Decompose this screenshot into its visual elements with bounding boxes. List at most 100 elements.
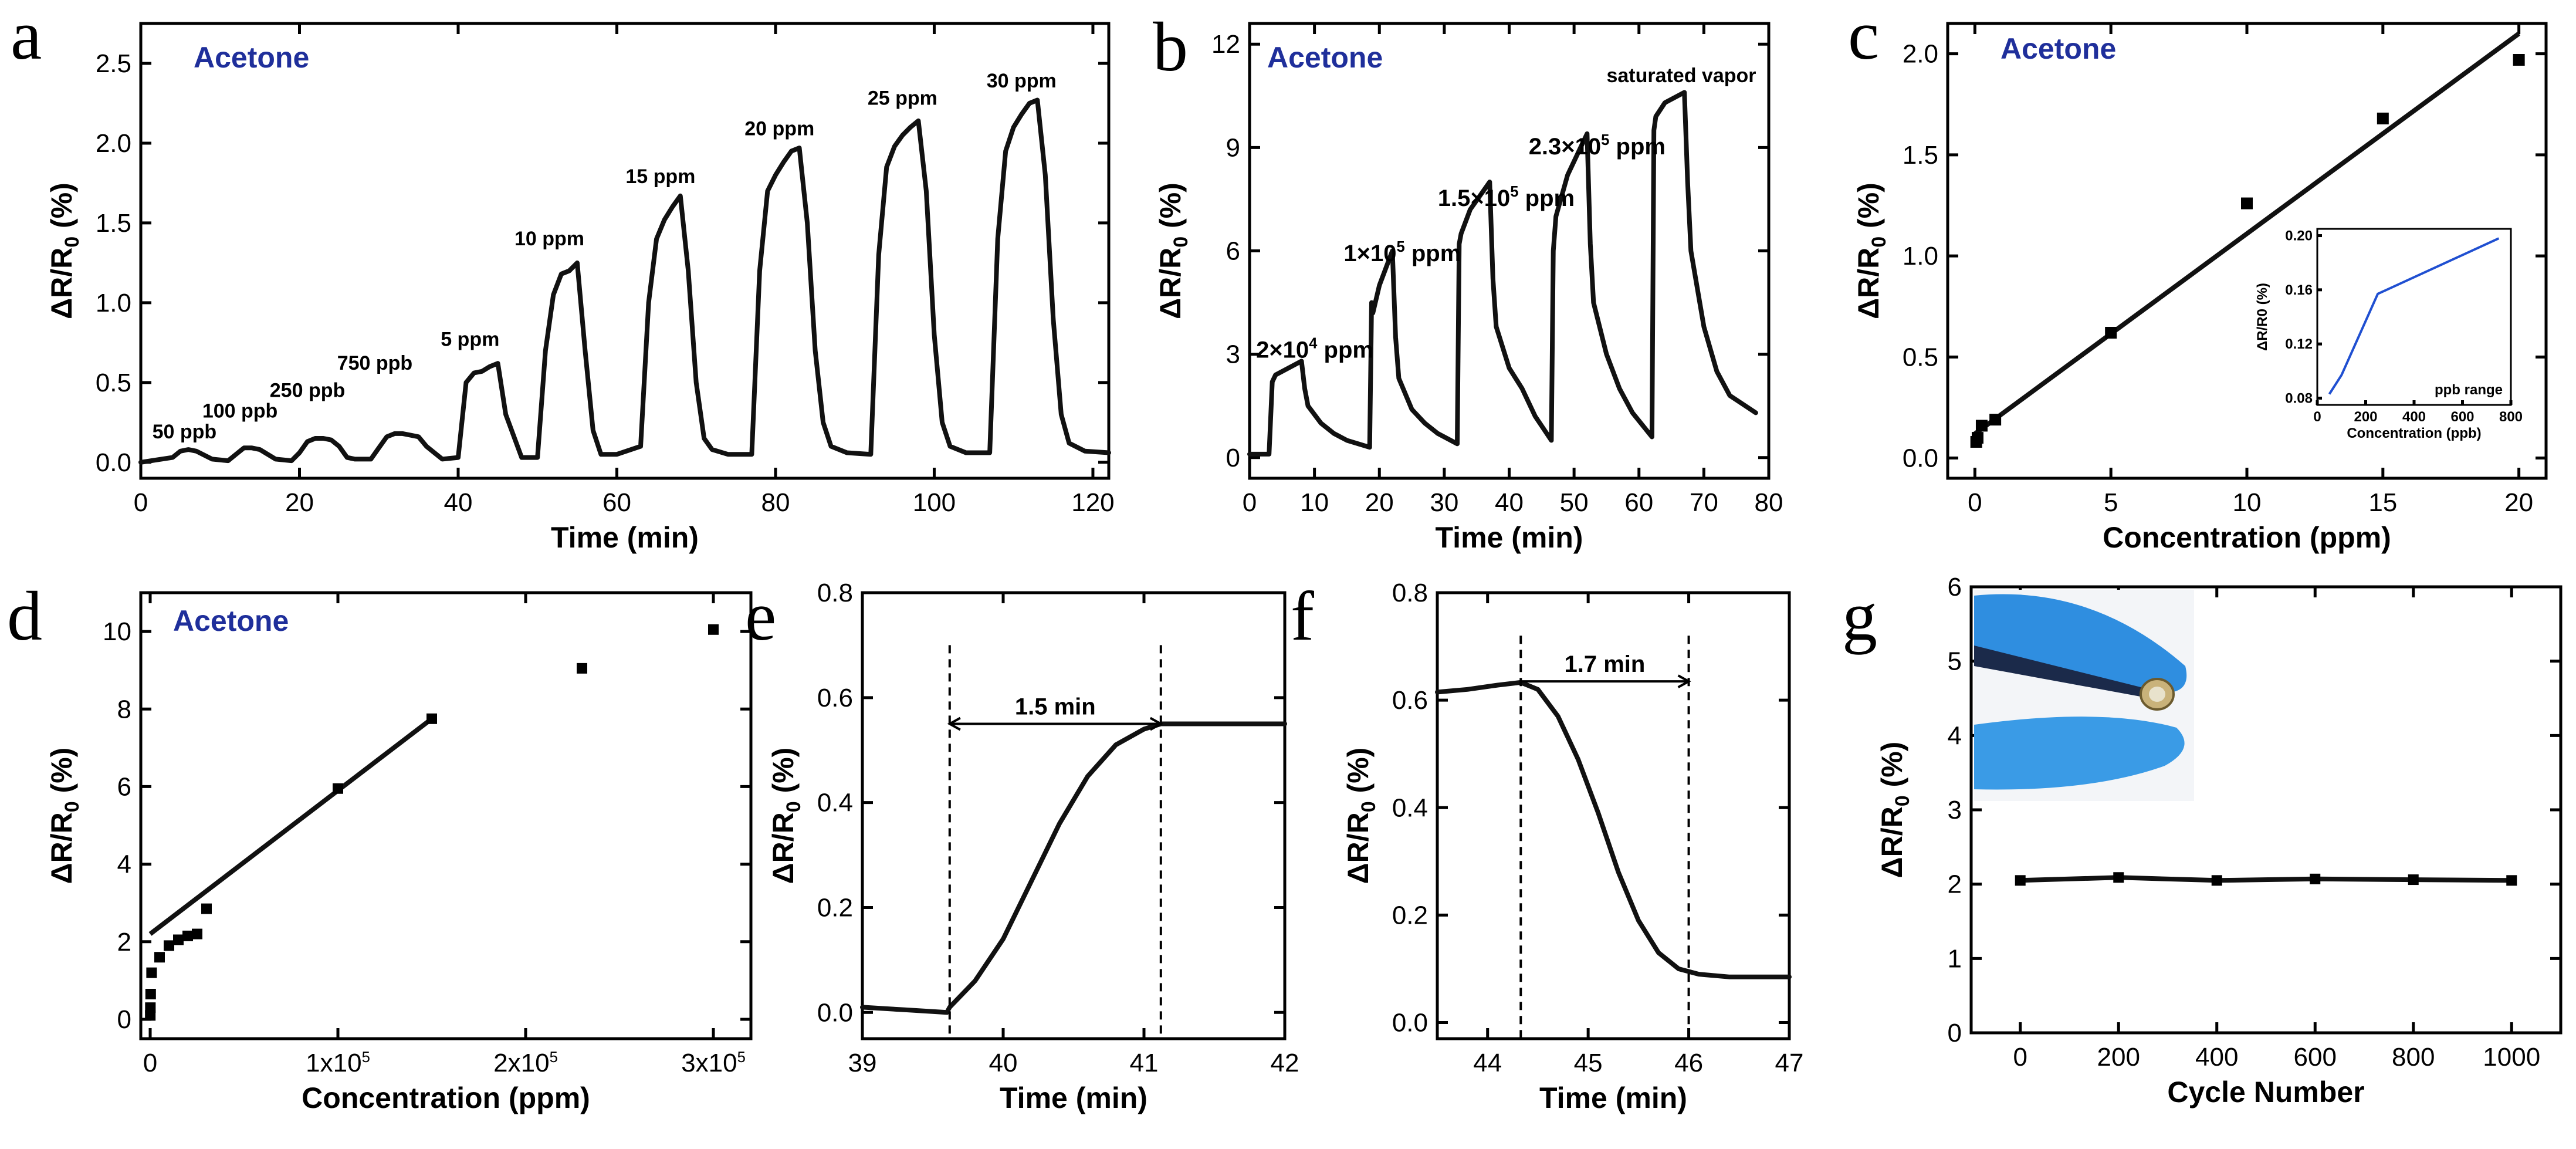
x-tick-label: 40 xyxy=(989,1049,1018,1077)
y-tick-label: 1.5 xyxy=(96,209,131,238)
data-label: 25 ppm xyxy=(868,87,937,110)
plot-frame xyxy=(139,22,1111,480)
data-point xyxy=(1972,432,1983,444)
chart-panel-c: 0 5 10 15 20 0.0 0.5 1.0 1.5 2.0 Concentration (pp… xyxy=(1852,22,2548,554)
data-point xyxy=(2408,874,2419,886)
y-tick-label: 8 xyxy=(117,695,131,724)
panel-letter-f: f xyxy=(1291,577,1314,655)
x-tick-label: 0 xyxy=(2013,1043,2027,1072)
plot-frame xyxy=(139,591,753,1040)
x-axis-title: Time (min) xyxy=(1436,521,1583,554)
y-tick-label: 0.5 xyxy=(1903,343,1938,371)
y-tick-label: 5 xyxy=(1948,647,1962,676)
x-tick-label: 45 xyxy=(1574,1049,1603,1077)
panel-letter-d: d xyxy=(7,577,42,655)
y-tick-label: 0.8 xyxy=(817,579,853,607)
x-tick-label: 5 xyxy=(2104,488,2118,517)
series-line xyxy=(138,97,1111,465)
x-tick-label: 600 xyxy=(2294,1043,2337,1072)
y-tick-label: 0.6 xyxy=(1392,686,1428,715)
y-tick-label: 2.0 xyxy=(1903,40,1938,69)
x-tick-label: 41 xyxy=(1130,1049,1159,1077)
x-tick-label: 0 xyxy=(143,1049,157,1077)
plot-frame xyxy=(1436,591,1791,1040)
inset-label: ppb range xyxy=(2435,382,2503,398)
x-tick-label: 20 xyxy=(285,488,314,517)
data-label: 20 ppm xyxy=(744,117,814,140)
x-tick-label: 60 xyxy=(602,488,631,517)
data-point xyxy=(154,952,165,963)
y-axis-title: ΔR/R0 (%) xyxy=(1852,183,1890,319)
data-point xyxy=(1975,420,1988,432)
data-point xyxy=(2377,112,2389,124)
data-label: 750 ppb xyxy=(337,352,412,374)
inset-y-axis-title: ΔR/R0 (%) xyxy=(2255,283,2270,351)
x-tick-label: 40 xyxy=(1495,488,1524,517)
data-label: 50 ppb xyxy=(153,421,217,443)
data-label: 30 ppm xyxy=(987,70,1057,92)
chart-panel-e: 39 40 41 42 0.0 0.2 0.4 0.6 0.8 Time (min) ΔR/R0 (… xyxy=(767,579,1299,1114)
y-tick-label: 9 xyxy=(1226,133,1240,162)
data-point xyxy=(164,940,174,951)
x-tick-label: 0 xyxy=(134,488,148,517)
data-label: 2×104 ppm xyxy=(1256,336,1373,363)
y-axis-title: ΔR/R0 (%) xyxy=(45,183,83,319)
y-tick-label: 1.5 xyxy=(1903,141,1938,170)
inset-frame xyxy=(2316,228,2512,406)
x-tick-label: 46 xyxy=(1674,1049,1703,1077)
y-tick-label: 0.6 xyxy=(817,684,853,712)
y-axis-title: ΔR/R0 (%) xyxy=(1876,742,1914,878)
x-tick-label: 80 xyxy=(761,488,790,517)
chart-title: Acetone xyxy=(1267,41,1383,74)
inset-x-tick-label: 200 xyxy=(2354,409,2377,425)
y-tick-label: 3 xyxy=(1226,340,1240,369)
data-point xyxy=(201,903,212,914)
series-line xyxy=(2018,875,2514,883)
series-line xyxy=(1247,90,1758,457)
x-tick-label: 0 xyxy=(1968,488,1982,517)
inset-x-tick-label: 800 xyxy=(2499,409,2523,425)
data-point xyxy=(2241,197,2253,209)
chart-panel-b: 0 10 20 30 40 50 60 70 80 0 3 6 9 12 Time (min) ΔR/R0 (… xyxy=(1154,22,1783,554)
x-tick-label: 0 xyxy=(1243,488,1257,517)
x-tick-label: 400 xyxy=(2195,1043,2238,1072)
y-tick-label: 4 xyxy=(117,850,131,879)
chart-panel-f: 44 45 46 47 0.0 0.2 0.4 0.6 0.8 Time (min) ΔR/R0 (… xyxy=(1342,579,1803,1114)
x-axis-title: Time (min) xyxy=(1539,1082,1687,1114)
y-tick-label: 0 xyxy=(1948,1019,1962,1047)
glove-finger-bottom xyxy=(1974,717,2185,790)
inset-x-tick-label: 0 xyxy=(2313,409,2321,425)
fit-line xyxy=(1973,31,2521,436)
data-point xyxy=(192,928,202,940)
inset-series-line xyxy=(2328,237,2500,395)
fit-line xyxy=(148,717,434,936)
data-label: 5 ppm xyxy=(441,328,499,350)
data-point xyxy=(173,934,184,945)
inset-y-tick-label: 0.08 xyxy=(2285,390,2313,406)
y-tick-label: 0.8 xyxy=(1392,579,1428,607)
panel-letter-b: b xyxy=(1153,8,1188,86)
data-label: 2.3×105 ppm xyxy=(1529,132,1666,160)
x-tick-label: 80 xyxy=(1755,488,1783,517)
arrow-head-left xyxy=(947,717,961,731)
inset-x-tick-label: 600 xyxy=(2450,409,2474,425)
y-axis-title: ΔR/R0 (%) xyxy=(1154,183,1192,319)
y-tick-label: 1.0 xyxy=(96,289,131,317)
data-point xyxy=(2513,54,2525,66)
x-tick-label: 3x105 xyxy=(681,1049,746,1077)
x-axis-title: Time (min) xyxy=(551,521,699,554)
x-tick-label: 2x105 xyxy=(493,1049,558,1077)
y-tick-label: 0 xyxy=(1226,444,1240,472)
data-label: 1.5×105 ppm xyxy=(1438,184,1575,211)
y-tick-label: 0.4 xyxy=(817,789,853,817)
x-tick-label: 200 xyxy=(2097,1043,2140,1072)
inset-y-tick-label: 0.12 xyxy=(2285,336,2313,352)
x-tick-label: 100 xyxy=(913,488,956,517)
data-point xyxy=(2506,875,2517,886)
x-tick-label: 60 xyxy=(1624,488,1653,517)
data-label: saturated vapor xyxy=(1606,65,1756,87)
y-tick-label: 0.4 xyxy=(1392,793,1428,822)
data-point xyxy=(2211,875,2222,886)
y-tick-label: 10 xyxy=(103,617,131,646)
